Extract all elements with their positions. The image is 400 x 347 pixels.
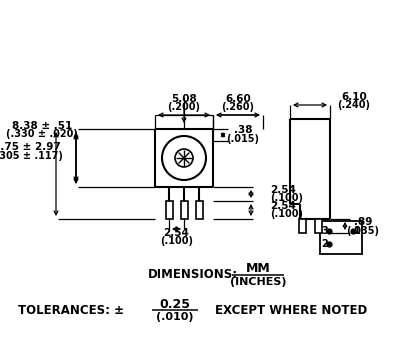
Text: .38: .38 [234,125,252,135]
Bar [314,219,322,233]
Text: 2.54: 2.54 [270,185,296,195]
Text: (.200): (.200) [168,102,200,112]
Text: (.100): (.100) [270,209,303,219]
Text: 1: 1 [354,226,360,236]
Text: (.330 ± .020): (.330 ± .020) [6,129,78,139]
Text: EXCEPT WHERE NOTED: EXCEPT WHERE NOTED [215,304,367,316]
Text: (.260): (.260) [222,102,254,112]
Text: 8.38 ± .51: 8.38 ± .51 [12,121,72,131]
Text: 2.54: 2.54 [270,201,296,211]
Text: (.010): (.010) [156,312,194,322]
Text: 3: 3 [322,226,328,236]
Text: (.015): (.015) [226,134,260,144]
Text: .89: .89 [354,217,372,227]
Text: (.035): (.035) [346,226,380,236]
Bar [180,201,188,219]
Text: (INCHES): (INCHES) [230,277,286,287]
Text: (.240): (.240) [338,100,370,110]
Text: (.100): (.100) [160,236,193,246]
Text: TOLERANCES: ±: TOLERANCES: ± [18,304,124,316]
Text: MM: MM [246,262,270,274]
Text: DIMENSIONS:: DIMENSIONS: [148,269,238,281]
Text: 6.60: 6.60 [225,94,251,104]
Text: 0.25: 0.25 [160,297,190,311]
Text: 6.10: 6.10 [341,92,367,102]
Bar [196,201,202,219]
Bar [298,219,306,233]
Bar [320,221,362,254]
Bar [166,201,172,219]
Text: 2.54: 2.54 [164,228,190,238]
Text: 7.75 ± 2.97: 7.75 ± 2.97 [0,142,61,152]
Text: 5.08: 5.08 [171,94,197,104]
Text: (.100): (.100) [270,193,303,203]
Text: (.305 ± .117): (.305 ± .117) [0,151,63,161]
Text: 2: 2 [322,239,328,249]
